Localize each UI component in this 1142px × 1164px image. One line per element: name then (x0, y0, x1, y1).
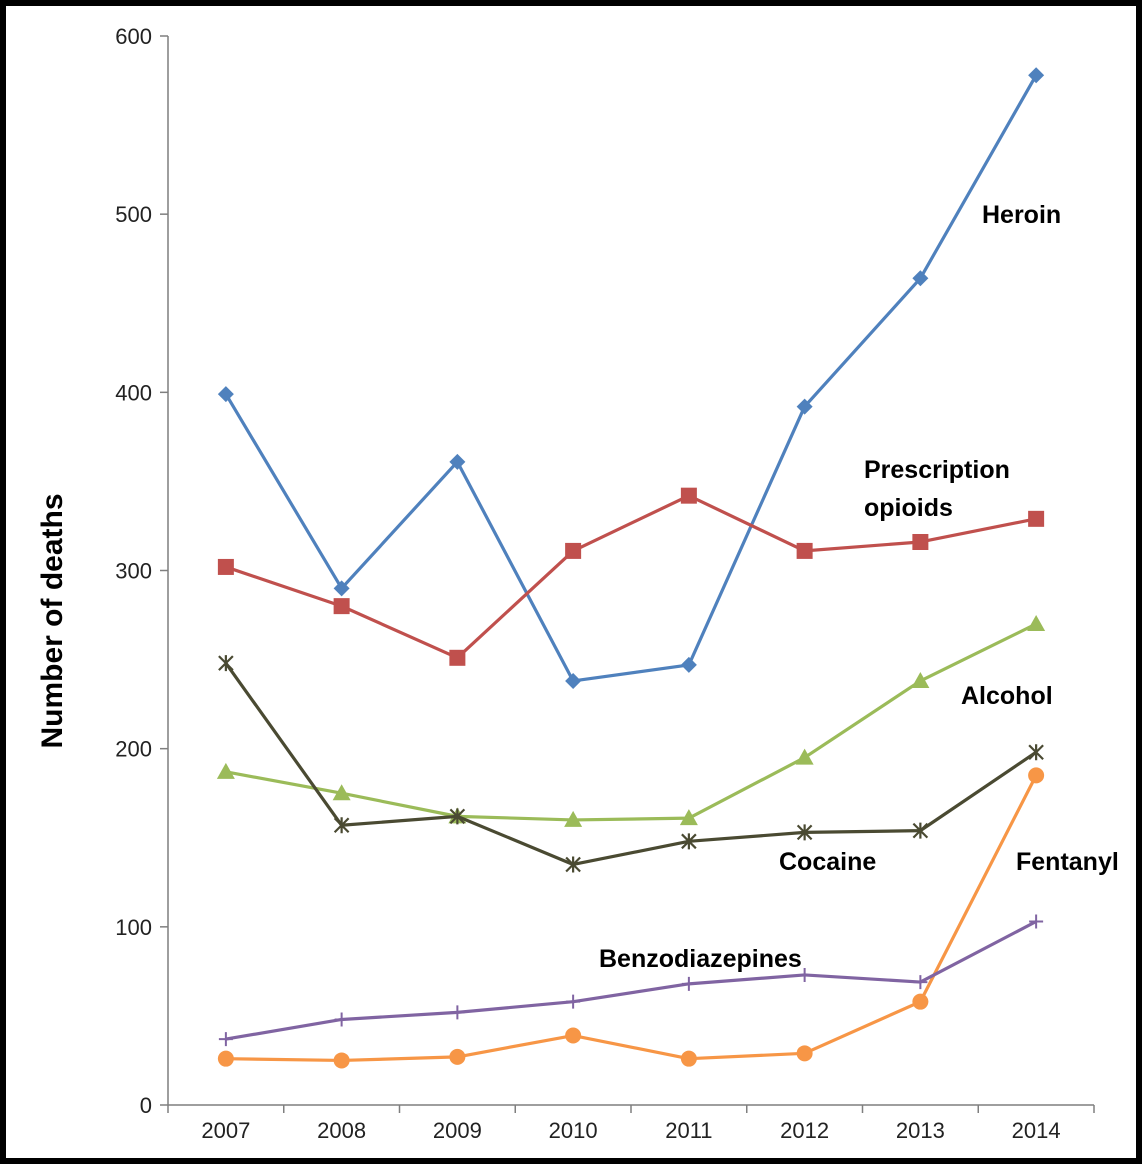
data-point-benzodiazepines (218, 1032, 233, 1047)
series-label-line: Benzodiazepines (599, 945, 802, 973)
y-tick-label: 200 (115, 737, 152, 762)
axes: 0 100 200 300 400 500 600 2007 2008 2009 2010 2011 2… (115, 24, 1095, 1143)
data-point-prescription-opioids (449, 649, 466, 666)
data-point-cocaine (681, 833, 697, 850)
data-point-fentanyl (680, 1050, 697, 1067)
data-point-benzodiazepines (566, 994, 581, 1009)
data-point-prescription-opioids (217, 558, 234, 575)
series-label-line: opioids (864, 494, 953, 522)
data-point-fentanyl (217, 1050, 234, 1067)
series-label-cocaine: Cocaine (779, 848, 876, 876)
line-chart: 0 100 200 300 400 500 600 2007 2008 2009 2010 2011 2… (36, 24, 1119, 1143)
data-point-benzodiazepines (797, 967, 812, 982)
data-point-benzodiazepines (450, 1005, 465, 1020)
data-point-prescription-opioids (912, 533, 929, 550)
data-point-fentanyl (333, 1052, 350, 1069)
data-point-heroin (796, 398, 813, 415)
data-point-fentanyl (449, 1048, 466, 1065)
x-tick-label: 2007 (201, 1118, 250, 1143)
series-line-benzodiazepines (225, 920, 1037, 1041)
data-point-heroin (912, 270, 929, 287)
data-point-alcohol (1027, 614, 1046, 631)
y-tick-label: 600 (115, 24, 152, 49)
data-point-cocaine (218, 655, 234, 672)
data-point-heroin (565, 672, 582, 689)
x-tick-label: 2010 (549, 1118, 598, 1143)
data-point-prescription-opioids (565, 542, 582, 559)
data-point-heroin (333, 580, 350, 597)
data-point-alcohol (564, 810, 583, 827)
data-point-alcohol (795, 748, 814, 765)
x-tick-label: 2008 (317, 1118, 366, 1143)
x-tick-label: 2012 (780, 1118, 829, 1143)
data-point-cocaine (1028, 744, 1044, 761)
series-line-alcohol (225, 622, 1037, 822)
y-tick-label: 400 (115, 380, 152, 405)
series-benzodiazepines (218, 914, 1044, 1047)
series-line-fentanyl (225, 774, 1038, 1063)
series-line-prescription-opioids (225, 494, 1037, 660)
data-point-cocaine (796, 824, 813, 841)
data-point-heroin (449, 453, 466, 470)
data-point-fentanyl (796, 1045, 813, 1062)
data-point-fentanyl (1028, 767, 1045, 784)
data-point-fentanyl (912, 993, 929, 1010)
series-line-cocaine (224, 662, 1038, 867)
data-point-alcohol (216, 762, 235, 779)
series-line-heroin (224, 74, 1038, 683)
y-tick-label: 100 (115, 915, 152, 940)
x-tick-label: 2014 (1012, 1118, 1061, 1143)
data-point-prescription-opioids (1028, 510, 1045, 527)
series-alcohol (216, 614, 1046, 827)
y-axis-title: Number of deaths (36, 493, 69, 748)
data-point-benzodiazepines (681, 976, 696, 991)
series-layer (216, 67, 1046, 1069)
data-point-prescription-opioids (333, 598, 350, 615)
series-labels: Heroin Prescription opioids Alcohol Cocaine F… (599, 201, 1119, 973)
x-tick-label: 2009 (433, 1118, 482, 1143)
y-tick-label: 500 (115, 202, 152, 227)
chart-frame: 0 100 200 300 400 500 600 2007 2008 2009 2010 2011 2… (6, 6, 1136, 1158)
data-point-benzodiazepines (334, 1012, 349, 1027)
series-label-alcohol: Alcohol (961, 682, 1053, 710)
series-heroin (217, 67, 1045, 689)
data-point-heroin (680, 656, 697, 673)
series-label-line: Alcohol (961, 682, 1053, 710)
series-prescription-opioids (217, 487, 1045, 666)
data-point-heroin (1028, 67, 1045, 84)
data-point-fentanyl (565, 1027, 582, 1044)
x-tick-label: 2011 (665, 1118, 712, 1143)
series-label-benzodiazepines: Benzodiazepines (599, 945, 802, 973)
series-label-fentanyl: Fentanyl (1016, 848, 1119, 876)
data-point-alcohol (679, 809, 698, 826)
series-label-line: Cocaine (779, 848, 876, 876)
data-point-cocaine (449, 808, 466, 825)
data-point-cocaine (912, 822, 929, 839)
series-label-line: Prescription (864, 456, 1010, 484)
data-point-benzodiazepines (1029, 914, 1044, 929)
series-fentanyl (217, 767, 1045, 1069)
data-point-prescription-opioids (796, 542, 813, 559)
y-tick-label: 0 (140, 1093, 152, 1118)
data-point-benzodiazepines (913, 975, 928, 990)
series-label-line: Fentanyl (1016, 848, 1119, 876)
series-label-line: Heroin (982, 201, 1061, 229)
x-tick-label: 2013 (896, 1118, 945, 1143)
series-label-prescription-opioids: Prescription opioids (864, 456, 1010, 522)
data-point-alcohol (911, 671, 930, 688)
y-tick-label: 300 (115, 559, 152, 584)
data-point-alcohol (332, 784, 351, 801)
data-point-prescription-opioids (680, 487, 697, 504)
data-point-cocaine (333, 817, 350, 834)
data-point-cocaine (565, 856, 581, 873)
series-label-heroin: Heroin (982, 201, 1061, 229)
data-point-heroin (217, 386, 234, 403)
series-cocaine (218, 655, 1044, 873)
